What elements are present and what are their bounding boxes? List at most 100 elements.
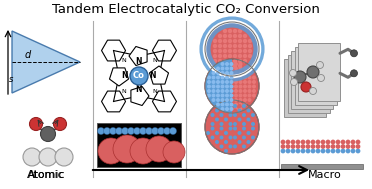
Circle shape	[134, 128, 141, 135]
Circle shape	[234, 89, 238, 93]
Circle shape	[54, 118, 67, 130]
Circle shape	[291, 78, 298, 85]
Circle shape	[157, 128, 164, 135]
Circle shape	[243, 71, 247, 75]
Circle shape	[213, 54, 217, 58]
Circle shape	[206, 122, 210, 126]
Circle shape	[218, 39, 222, 43]
Circle shape	[291, 149, 295, 153]
Circle shape	[242, 136, 246, 139]
Text: N: N	[152, 89, 157, 94]
Circle shape	[223, 54, 227, 58]
Circle shape	[113, 135, 141, 163]
Circle shape	[55, 148, 73, 166]
Circle shape	[326, 149, 330, 153]
Circle shape	[219, 104, 224, 108]
Circle shape	[238, 64, 242, 68]
Circle shape	[212, 80, 215, 84]
Circle shape	[230, 71, 234, 75]
Circle shape	[247, 108, 250, 112]
Circle shape	[213, 39, 217, 43]
Circle shape	[280, 144, 285, 149]
Circle shape	[146, 136, 172, 162]
Circle shape	[140, 128, 147, 135]
Circle shape	[228, 108, 232, 112]
Circle shape	[212, 94, 215, 98]
Circle shape	[242, 118, 246, 122]
Circle shape	[233, 118, 237, 122]
Circle shape	[233, 122, 237, 126]
Circle shape	[238, 107, 243, 111]
Circle shape	[164, 128, 170, 135]
Text: Atomic: Atomic	[28, 170, 64, 180]
Circle shape	[233, 44, 237, 48]
Circle shape	[207, 80, 211, 84]
Circle shape	[296, 140, 301, 144]
Polygon shape	[109, 68, 128, 86]
Circle shape	[233, 34, 237, 38]
Circle shape	[238, 59, 242, 63]
Text: N: N	[121, 89, 126, 94]
Circle shape	[251, 113, 255, 117]
Circle shape	[218, 64, 222, 68]
Circle shape	[331, 144, 336, 149]
Circle shape	[216, 67, 220, 70]
Circle shape	[213, 44, 217, 48]
Circle shape	[233, 131, 237, 135]
Circle shape	[23, 148, 41, 166]
Circle shape	[243, 34, 247, 38]
Circle shape	[225, 75, 229, 80]
Polygon shape	[102, 91, 125, 112]
Circle shape	[212, 89, 215, 93]
Polygon shape	[153, 91, 176, 112]
Circle shape	[224, 122, 228, 126]
Circle shape	[216, 102, 220, 106]
Circle shape	[251, 118, 255, 122]
Circle shape	[341, 140, 345, 144]
Circle shape	[301, 144, 305, 149]
Circle shape	[216, 71, 220, 75]
Circle shape	[242, 145, 246, 149]
Circle shape	[211, 136, 215, 139]
Circle shape	[237, 108, 241, 112]
Circle shape	[228, 140, 232, 144]
Circle shape	[234, 80, 238, 84]
Circle shape	[251, 131, 255, 135]
Polygon shape	[102, 40, 125, 61]
Circle shape	[221, 107, 224, 111]
Wedge shape	[205, 59, 232, 113]
Circle shape	[321, 140, 326, 144]
Polygon shape	[129, 46, 147, 66]
Circle shape	[243, 84, 247, 88]
Circle shape	[216, 84, 220, 88]
Circle shape	[233, 145, 237, 149]
Circle shape	[223, 29, 227, 33]
Circle shape	[242, 108, 246, 112]
Circle shape	[310, 88, 317, 94]
Circle shape	[289, 70, 296, 77]
Circle shape	[331, 149, 336, 153]
Circle shape	[230, 62, 234, 66]
Circle shape	[317, 74, 324, 81]
Circle shape	[225, 80, 229, 84]
Circle shape	[234, 62, 238, 66]
Circle shape	[247, 126, 250, 130]
Circle shape	[301, 140, 305, 144]
Circle shape	[233, 126, 237, 130]
Circle shape	[247, 80, 251, 84]
Circle shape	[224, 140, 228, 144]
Circle shape	[41, 126, 55, 142]
Circle shape	[228, 44, 232, 48]
Circle shape	[234, 67, 238, 70]
Circle shape	[311, 149, 315, 153]
Circle shape	[230, 89, 234, 93]
Circle shape	[247, 89, 251, 93]
Circle shape	[247, 118, 250, 122]
Circle shape	[207, 84, 211, 88]
Circle shape	[315, 149, 320, 153]
Circle shape	[212, 98, 215, 102]
Circle shape	[211, 140, 215, 144]
Circle shape	[233, 64, 237, 68]
Circle shape	[151, 128, 158, 135]
Circle shape	[238, 49, 242, 53]
